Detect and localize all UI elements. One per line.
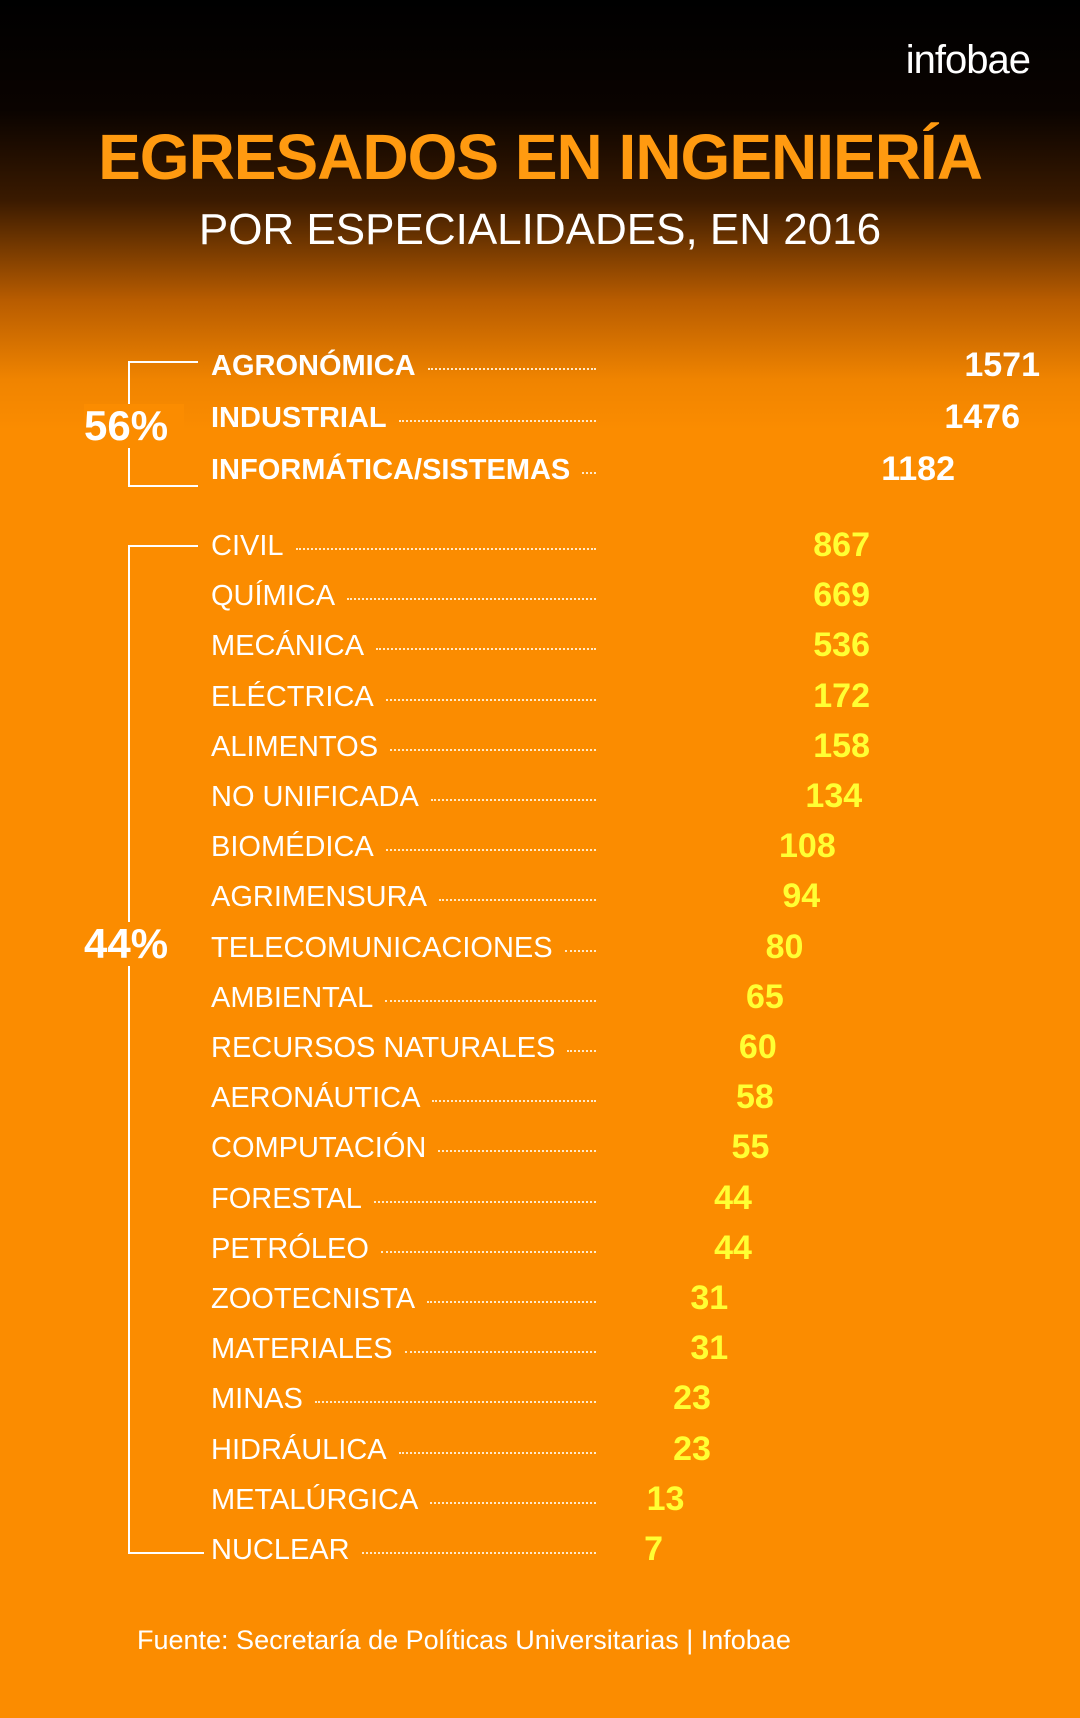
specialty-label: QUÍMICA (211, 580, 336, 613)
leader-dots (373, 1200, 596, 1203)
specialty-label: INDUSTRIAL (211, 402, 387, 434)
specialty-label: MATERIALES (211, 1333, 393, 1366)
leader-dots (376, 648, 596, 651)
leader-dots (438, 1150, 596, 1153)
specialty-label: RECURSOS NATURALES (211, 1032, 556, 1064)
specialty-value: 172 (813, 676, 870, 715)
specialty-label: AMBIENTAL (211, 981, 374, 1014)
leader-dots (385, 999, 596, 1002)
specialty-label: ALIMENTOS (211, 730, 379, 763)
leader-dots (438, 899, 596, 902)
group-percent-bottom: 44% (84, 922, 184, 966)
leader-dots (314, 1401, 596, 1404)
specialty-label: METALÚRGICA (211, 1483, 419, 1516)
specialty-value: 1476 (944, 398, 1020, 436)
specialty-label: MINAS (211, 1383, 303, 1416)
group-bracket-bottom (128, 546, 130, 1553)
leader-dots (567, 1050, 596, 1052)
specialty-value: 55 (731, 1128, 770, 1167)
specialty-label: ZOOTECNISTA (211, 1283, 416, 1315)
specialty-value: 23 (673, 1429, 711, 1468)
group-percent-top: 56% (84, 404, 184, 448)
leader-dots (347, 598, 596, 601)
specialty-value: 134 (805, 777, 863, 815)
specialty-label: HIDRÁULICA (211, 1433, 387, 1466)
leader-dots (430, 1501, 596, 1504)
chart-title: EGRESADOS EN INGENIERÍA (98, 121, 983, 193)
specialty-label: COMPUTACIÓN (211, 1132, 427, 1165)
specialty-value: 44 (714, 1178, 752, 1217)
leader-dots (432, 1100, 596, 1103)
leader-dots (361, 1552, 596, 1554)
leader-dots (398, 1451, 596, 1454)
specialty-label: CIVIL (211, 530, 284, 562)
specialty-value: 158 (813, 726, 870, 765)
specialty-label: AGRIMENSURA (211, 881, 427, 914)
specialty-label: FORESTAL (211, 1182, 362, 1215)
leader-dots (582, 472, 596, 474)
leader-dots (427, 368, 596, 370)
specialty-value: 1182 (881, 450, 955, 488)
specialty-value: 7 (644, 1530, 663, 1568)
specialty-label: INFORMÁTICA/SISTEMAS (211, 454, 571, 486)
leader-dots (385, 849, 596, 852)
specialty-label: AGRONÓMICA (211, 350, 416, 382)
leader-dots (390, 748, 596, 751)
group-bracket-bottom-end (128, 1552, 204, 1554)
specialty-value: 536 (813, 626, 870, 665)
specialty-value: 669 (813, 576, 870, 615)
specialty-value: 31 (690, 1329, 729, 1368)
specialty-value: 108 (779, 827, 836, 866)
brand-logo: infobae (905, 38, 1031, 82)
specialty-value: 1571 (964, 346, 1040, 384)
leader-dots (398, 420, 596, 422)
specialty-label: PETRÓLEO (211, 1232, 369, 1265)
leader-dots (564, 949, 596, 952)
specialty-label: NUCLEAR (211, 1534, 350, 1566)
source-note: Fuente: Secretaría de Políticas Universi… (137, 1625, 791, 1655)
specialty-value: 867 (813, 526, 870, 564)
specialty-label: AERONÁUTICA (211, 1082, 421, 1115)
leader-dots (427, 1301, 596, 1303)
specialty-value: 23 (673, 1379, 711, 1418)
specialty-label: BIOMÉDICA (211, 831, 374, 864)
specialty-label: MECÁNICA (211, 630, 365, 663)
specialty-value: 94 (782, 877, 821, 916)
specialty-value: 44 (714, 1228, 752, 1267)
specialty-label: NO UNIFICADA (211, 781, 419, 813)
group-bracket-bottom-start (128, 545, 198, 547)
specialty-value: 65 (745, 977, 784, 1016)
specialty-value: 31 (690, 1279, 729, 1317)
specialty-value: 60 (738, 1028, 777, 1066)
leader-dots (295, 548, 596, 550)
group-bracket-top-start (128, 361, 198, 363)
leader-dots (380, 1250, 596, 1253)
specialty-label: TELECOMUNICACIONES (211, 931, 553, 964)
leader-dots (404, 1351, 596, 1354)
leader-dots (385, 698, 596, 701)
specialty-label: ELÉCTRICA (211, 680, 374, 713)
specialty-value: 13 (646, 1479, 685, 1518)
chart-subtitle: POR ESPECIALIDADES, EN 2016 (198, 205, 882, 254)
specialty-value: 80 (765, 927, 804, 966)
group-bracket-top-end (128, 485, 198, 487)
leader-dots (430, 799, 596, 801)
specialty-value: 58 (736, 1078, 774, 1117)
